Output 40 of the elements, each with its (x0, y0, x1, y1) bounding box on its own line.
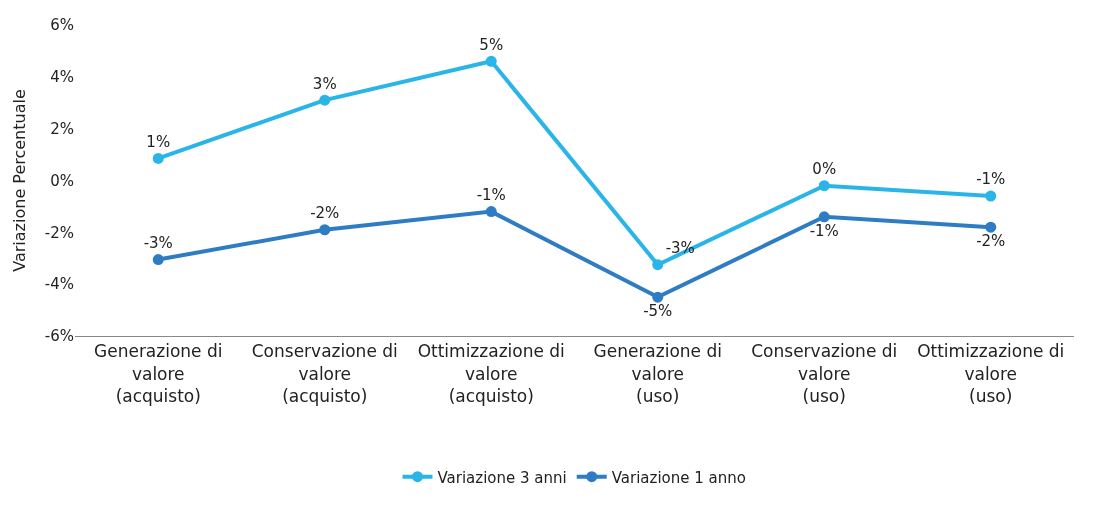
point (818, 180, 830, 192)
y-tick-label: -2% (44, 223, 74, 242)
point (152, 254, 164, 266)
x-tick-label: Generazione di valore (uso) (593, 341, 722, 406)
point (485, 206, 497, 218)
y-tick-label: 2% (50, 119, 74, 138)
y-tick-label: 6% (50, 16, 74, 35)
data-label: -2% (310, 204, 340, 223)
y-tick-label: -6% (44, 327, 74, 346)
x-tick-label: Generazione di valore (acquisto) (94, 341, 223, 406)
data-label: -1% (976, 170, 1006, 189)
y-tick-label: 4% (50, 68, 74, 87)
point (152, 152, 164, 164)
point (319, 94, 331, 106)
data-label: 5% (479, 35, 504, 54)
x-tick-label: Ottimizzazione di valore (acquisto) (417, 341, 565, 406)
y-tick-label: 0% (50, 171, 74, 190)
x-tick-label: Conservazione di valore (uso) (751, 341, 898, 406)
data-label: 3% (312, 74, 337, 93)
data-label: 1% (146, 132, 171, 151)
point (319, 224, 331, 236)
point (652, 291, 664, 303)
data-label: 0% (812, 160, 837, 179)
legend-label: Variazione 1 anno (611, 468, 746, 487)
data-label: -1% (809, 221, 839, 240)
y-axis-title: Variazione Percentuale (9, 89, 29, 272)
point (652, 259, 664, 271)
point (485, 55, 497, 67)
data-label: -2% (976, 232, 1006, 251)
legend-label: Variazione 3 anni (437, 468, 567, 487)
data-label: -3% (143, 233, 173, 252)
data-label: -5% (643, 302, 673, 321)
point (985, 190, 997, 202)
data-label: -3% (665, 239, 695, 258)
data-label: -1% (476, 185, 506, 204)
y-tick-label: -4% (44, 275, 74, 294)
point (985, 221, 997, 233)
x-tick-label: Ottimizzazione di valore (uso) (917, 341, 1065, 406)
point (818, 211, 830, 223)
x-tick-label: Conservazione di valore (acquisto) (251, 341, 398, 406)
